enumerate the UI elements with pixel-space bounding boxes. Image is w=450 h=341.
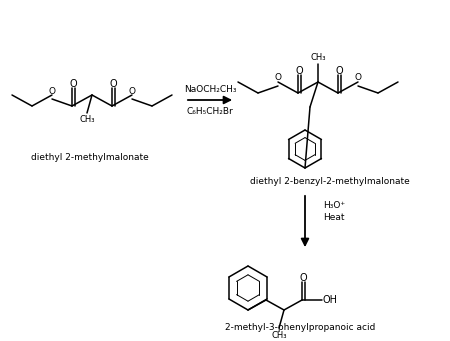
Text: O: O (274, 74, 282, 83)
Text: O: O (129, 87, 135, 95)
Text: CH₃: CH₃ (310, 54, 326, 62)
Text: OH: OH (323, 295, 338, 305)
Text: NaOCH₂CH₃: NaOCH₂CH₃ (184, 85, 236, 93)
Text: Heat: Heat (323, 212, 345, 222)
Text: C₆H₅CH₂Br: C₆H₅CH₂Br (187, 107, 234, 117)
Text: O: O (295, 66, 303, 76)
Text: O: O (299, 273, 307, 283)
Text: O: O (335, 66, 343, 76)
Text: O: O (69, 79, 77, 89)
Text: diethyl 2-benzyl-2-methylmalonate: diethyl 2-benzyl-2-methylmalonate (250, 178, 410, 187)
Text: H₃O⁺: H₃O⁺ (323, 201, 345, 209)
Text: O: O (49, 87, 55, 95)
Text: O: O (109, 79, 117, 89)
Text: 2-methyl-3-phenylpropanoic acid: 2-methyl-3-phenylpropanoic acid (225, 324, 375, 332)
Text: CH₃: CH₃ (271, 330, 287, 340)
Text: diethyl 2-methylmalonate: diethyl 2-methylmalonate (31, 153, 149, 163)
Text: O: O (355, 74, 361, 83)
Text: CH₃: CH₃ (79, 116, 95, 124)
